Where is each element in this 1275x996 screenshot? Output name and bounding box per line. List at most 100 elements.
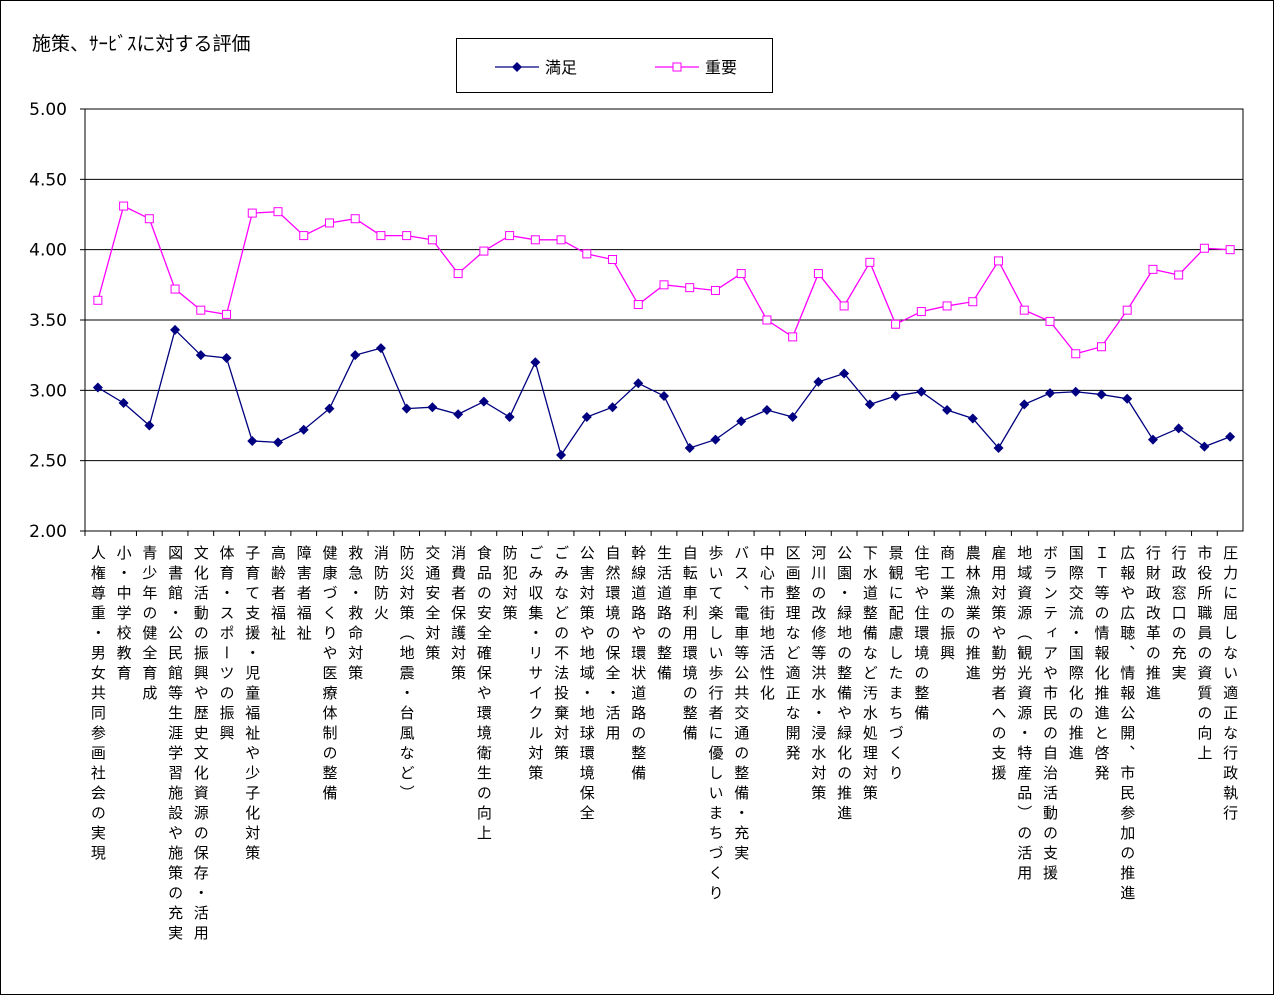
point	[273, 207, 283, 217]
x-tick-label: 行財政改革の推進	[1144, 545, 1162, 705]
x-tick-label: 障害者福祉	[295, 544, 313, 645]
x-tick-label: 自然環境の保全・活用	[604, 545, 622, 745]
x-tick-label: 人権尊重・男女共同参画社会の実現	[89, 545, 107, 865]
point	[736, 269, 746, 279]
x-tick-label: 消防防火	[372, 545, 390, 625]
point	[685, 283, 695, 293]
point	[1225, 245, 1235, 255]
x-tick-label: 青少年の健全育成	[140, 545, 158, 705]
point	[170, 284, 180, 294]
point	[684, 443, 695, 454]
point	[1122, 393, 1133, 404]
point	[761, 405, 772, 416]
legend-label: 満足	[545, 58, 577, 77]
point	[1122, 305, 1132, 315]
point	[196, 305, 206, 315]
point	[402, 231, 412, 241]
x-tick-label: 公害対策や地域・地球環境保全	[578, 545, 596, 825]
point	[221, 352, 232, 363]
x-tick-label: 広報や広聴、情報公開、市民参加の推進	[1118, 545, 1136, 905]
point	[556, 235, 566, 245]
y-tick-label: 4.50	[29, 170, 67, 190]
point	[839, 368, 850, 379]
point	[762, 315, 772, 325]
legend-label: 重要	[705, 58, 737, 77]
point	[582, 249, 592, 259]
point	[195, 350, 206, 361]
x-tick-label: 子育て支援・児童福祉や少子化対策	[243, 545, 261, 865]
legend-marker	[672, 62, 682, 72]
point	[865, 257, 875, 267]
x-tick-label: 景観に配慮したまちづくり	[887, 545, 905, 785]
x-tick-label: 救急・救命対策	[346, 545, 364, 685]
point	[968, 297, 978, 307]
point	[324, 403, 335, 414]
x-tick-label: 自転車利用環境の整備	[681, 545, 699, 745]
x-tick-label: 公園・緑地の整備や緑化の推進	[835, 545, 853, 825]
x-tick-label: 行政窓口の充実	[1170, 545, 1188, 685]
point	[427, 402, 438, 413]
y-tick-label: 2.00	[29, 522, 67, 542]
point	[144, 214, 154, 224]
x-tick-label: 小・中学校教育	[115, 545, 133, 685]
point	[839, 301, 849, 311]
x-tick-label: 中心市街地活性化	[758, 545, 776, 705]
point	[350, 214, 360, 224]
point	[118, 397, 129, 408]
point	[376, 231, 386, 241]
point	[1225, 431, 1236, 442]
x-tick-label: 商工業の振興	[938, 545, 956, 665]
x-tick-label: バス、電車等公共交通の整備・充実	[732, 545, 750, 865]
x-tick-label: ごみ収集・リサイクル対策	[526, 545, 544, 785]
y-tick-label: 4.00	[29, 241, 67, 261]
point	[608, 255, 618, 265]
x-tick-label: ボランティアや市民の自治活動の支援	[1041, 545, 1059, 885]
y-tick-label: 3.50	[29, 311, 67, 331]
point	[710, 285, 720, 295]
point	[788, 332, 798, 342]
point	[453, 269, 463, 279]
point	[247, 208, 257, 218]
point	[710, 434, 721, 445]
point	[427, 235, 437, 245]
point	[530, 235, 540, 245]
x-tick-label: 下水道整備など汚水処理対策	[861, 545, 879, 805]
point	[736, 416, 747, 427]
point	[1199, 441, 1210, 452]
point	[916, 386, 927, 397]
point	[92, 382, 103, 393]
x-tick-label: 雇用対策や勤労者への支援	[990, 545, 1008, 785]
point	[479, 246, 489, 256]
x-tick-label: 農林漁業の推進	[964, 545, 982, 685]
point	[478, 396, 489, 407]
x-tick-label: ごみなどの不法投棄対策	[552, 545, 570, 765]
point	[505, 231, 515, 241]
point	[324, 218, 334, 228]
y-tick-label: 3.00	[29, 381, 67, 401]
point	[247, 435, 258, 446]
point	[298, 424, 309, 435]
point	[942, 301, 952, 311]
point	[813, 269, 823, 279]
point	[659, 390, 669, 401]
point	[1071, 349, 1081, 359]
x-tick-label: 河川の改修等洪水・浸水対策	[809, 545, 827, 805]
chart-title: 施策、ｻｰﾋﾞｽに対する評価	[32, 33, 251, 55]
point	[633, 378, 644, 389]
point	[659, 280, 669, 290]
point	[942, 405, 953, 416]
point	[93, 295, 103, 305]
x-tick-label: 交通安全対策	[423, 544, 441, 665]
point	[1070, 386, 1081, 397]
x-tick-label: 文化活動の振興や歴史文化資源の保存・活用	[192, 545, 210, 945]
x-tick-label: 生活道路の整備	[655, 545, 673, 685]
point	[350, 350, 361, 361]
point	[916, 307, 926, 317]
legend-marker	[512, 62, 522, 72]
x-tick-label: 住宅や住環境の整備	[912, 545, 930, 725]
x-tick-label: 高齢者福祉	[269, 545, 287, 645]
point	[222, 309, 232, 319]
x-tick-label: 防災対策（地震・台風など）	[398, 545, 416, 805]
x-tick-label: 国際交流・国際化の推進	[1067, 545, 1085, 765]
